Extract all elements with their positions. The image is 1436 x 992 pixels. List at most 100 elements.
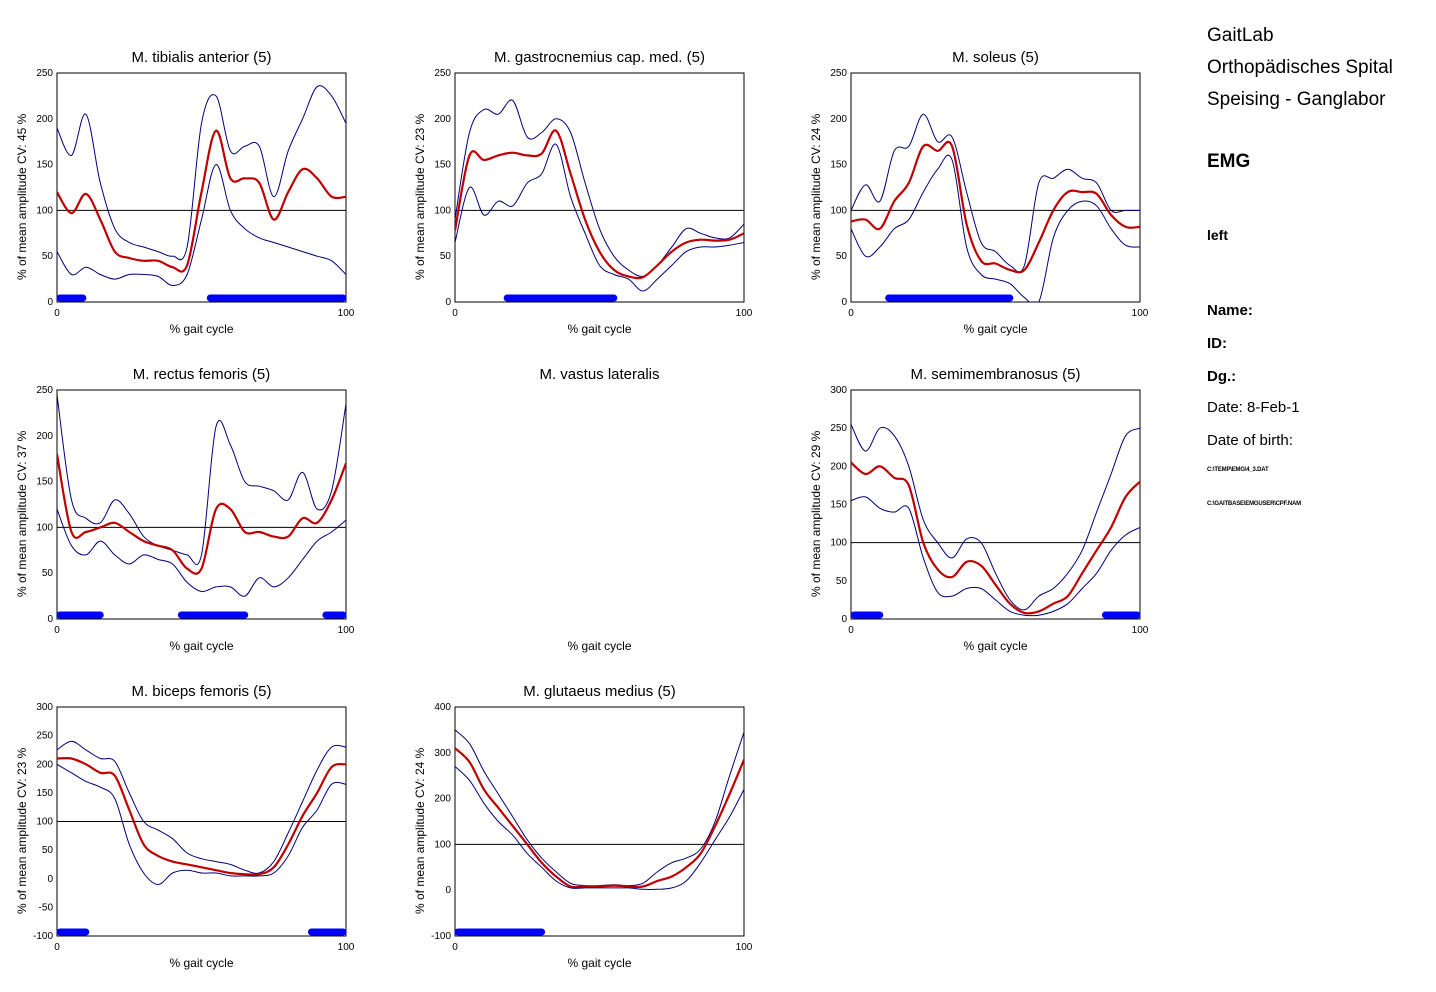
series-line-upper bbox=[57, 85, 346, 261]
y-tick-label: 100 bbox=[434, 839, 451, 850]
y-tick-label: 300 bbox=[36, 702, 53, 713]
series-line-upper bbox=[851, 424, 1140, 611]
series-line-mean bbox=[57, 129, 346, 273]
y-tick-label: 50 bbox=[42, 845, 54, 856]
y-tick-label: 300 bbox=[830, 385, 847, 396]
x-axis-label: % gait cycle bbox=[169, 956, 234, 970]
y-tick-label: 100 bbox=[434, 205, 451, 216]
name-file-path: C:\GAITBASE\EMGUSER\CPF.NAM bbox=[1207, 501, 1301, 507]
y-tick-label: 150 bbox=[434, 160, 451, 171]
chart-title: M. rectus femoris (5) bbox=[132, 366, 271, 383]
x-tick-label: 0 bbox=[848, 625, 854, 636]
y-tick-label: 150 bbox=[36, 477, 53, 488]
y-tick-label: 50 bbox=[836, 576, 848, 587]
y-tick-label: -50 bbox=[39, 902, 54, 913]
plot-frame bbox=[56, 389, 347, 620]
y-tick-label: 250 bbox=[36, 68, 53, 79]
chart-title: M. semimembranosus (5) bbox=[910, 366, 1081, 383]
y-tick-label: 50 bbox=[42, 251, 54, 262]
series-line-mean bbox=[57, 453, 346, 575]
y-tick-label: 250 bbox=[36, 731, 53, 742]
y-tick-label: 100 bbox=[830, 538, 847, 549]
chart-title: M. tibialis anterior (5) bbox=[131, 49, 272, 66]
plot-area: -100 -50 0 50 100 150 200 250 300 0 100 bbox=[33, 702, 355, 953]
x-tick-label: 100 bbox=[736, 308, 753, 319]
x-tick-label: 100 bbox=[736, 942, 753, 953]
y-tick-label: 250 bbox=[830, 68, 847, 79]
y-tick-label: 250 bbox=[434, 68, 451, 79]
x-tick-label: 100 bbox=[1132, 625, 1149, 636]
series-line-mean bbox=[57, 757, 346, 876]
y-tick-label: 50 bbox=[42, 568, 54, 579]
plot-area: 0 50 100 150 200 250 0 100 bbox=[434, 68, 753, 319]
x-axis-label: % gait cycle bbox=[169, 322, 234, 336]
chart-title: M. gastrocnemius cap. med. (5) bbox=[494, 49, 705, 66]
y-tick-label: 150 bbox=[36, 788, 53, 799]
y-tick-label: 200 bbox=[36, 759, 53, 770]
x-tick-label: 100 bbox=[338, 308, 355, 319]
series-line-lower bbox=[57, 763, 346, 886]
x-axis-label: % gait cycle bbox=[567, 322, 632, 336]
x-axis-label: % gait cycle bbox=[963, 322, 1028, 336]
series-line-upper bbox=[851, 113, 1140, 273]
y-tick-label: 200 bbox=[830, 461, 847, 472]
plot-frame bbox=[850, 389, 1141, 620]
y-tick-label: 0 bbox=[47, 874, 53, 885]
y-tick-label: 100 bbox=[36, 522, 53, 533]
y-tick-label: 150 bbox=[36, 160, 53, 171]
plot-area: 0 50 100 150 200 250 300 0 100 bbox=[830, 385, 1149, 636]
id-label: ID: bbox=[1207, 335, 1227, 352]
y-tick-label: 200 bbox=[830, 114, 847, 125]
plot-frame bbox=[56, 72, 347, 303]
series-line-lower bbox=[851, 154, 1140, 302]
x-axis-label: % gait cycle bbox=[567, 956, 632, 970]
series-line-upper bbox=[57, 740, 346, 874]
x-tick-label: 0 bbox=[54, 625, 60, 636]
diagnosis-label: Dg.: bbox=[1207, 368, 1237, 385]
x-axis-label: % gait cycle bbox=[169, 639, 234, 653]
y-tick-label: 250 bbox=[36, 385, 53, 396]
series-line-lower bbox=[57, 164, 346, 286]
plot-frame bbox=[454, 72, 745, 303]
x-tick-label: 0 bbox=[452, 308, 458, 319]
y-tick-label: 50 bbox=[440, 251, 452, 262]
x-tick-label: 100 bbox=[1132, 308, 1149, 319]
x-tick-label: 100 bbox=[338, 625, 355, 636]
series-line-mean bbox=[455, 129, 744, 280]
y-tick-label: 100 bbox=[36, 205, 53, 216]
y-tick-label: 100 bbox=[830, 205, 847, 216]
series-line-lower bbox=[455, 143, 744, 292]
hospital-name-line: Orthopädisches Spital bbox=[1207, 57, 1393, 78]
series-line-lower bbox=[455, 766, 744, 890]
y-tick-label: 0 bbox=[445, 885, 451, 896]
y-tick-label: 50 bbox=[836, 251, 848, 262]
y-tick-label: 150 bbox=[830, 500, 847, 511]
x-tick-label: 0 bbox=[54, 942, 60, 953]
series-line-lower bbox=[851, 496, 1140, 617]
side-label: left bbox=[1207, 227, 1228, 243]
y-tick-label: 200 bbox=[434, 794, 451, 805]
lab-location-line: Speising - Ganglabor bbox=[1207, 89, 1386, 110]
x-tick-label: 0 bbox=[452, 942, 458, 953]
x-tick-label: 0 bbox=[54, 308, 60, 319]
y-tick-label: 200 bbox=[36, 431, 53, 442]
y-tick-label: -100 bbox=[431, 931, 451, 942]
series-line-mean bbox=[455, 747, 744, 889]
date-label: Date: 8-Feb-1 bbox=[1207, 399, 1300, 416]
lab-name-line: GaitLab bbox=[1207, 25, 1274, 46]
date-of-birth-label: Date of birth: bbox=[1207, 432, 1293, 449]
x-axis-label: % gait cycle bbox=[567, 639, 632, 653]
emg-chart-grid: M. tibialis anterior (5)% gait cycle% of… bbox=[15, 49, 1149, 970]
plot-frame bbox=[850, 72, 1141, 303]
y-tick-label: 0 bbox=[47, 614, 53, 625]
series-line-mean bbox=[851, 140, 1140, 274]
y-tick-label: 0 bbox=[841, 297, 847, 308]
y-tick-label: 150 bbox=[830, 160, 847, 171]
series-line-upper bbox=[57, 394, 346, 565]
y-tick-label: 250 bbox=[830, 423, 847, 434]
section-heading: EMG bbox=[1207, 151, 1251, 172]
x-tick-label: 100 bbox=[338, 942, 355, 953]
series-line-lower bbox=[57, 508, 346, 597]
y-tick-label: 0 bbox=[445, 297, 451, 308]
